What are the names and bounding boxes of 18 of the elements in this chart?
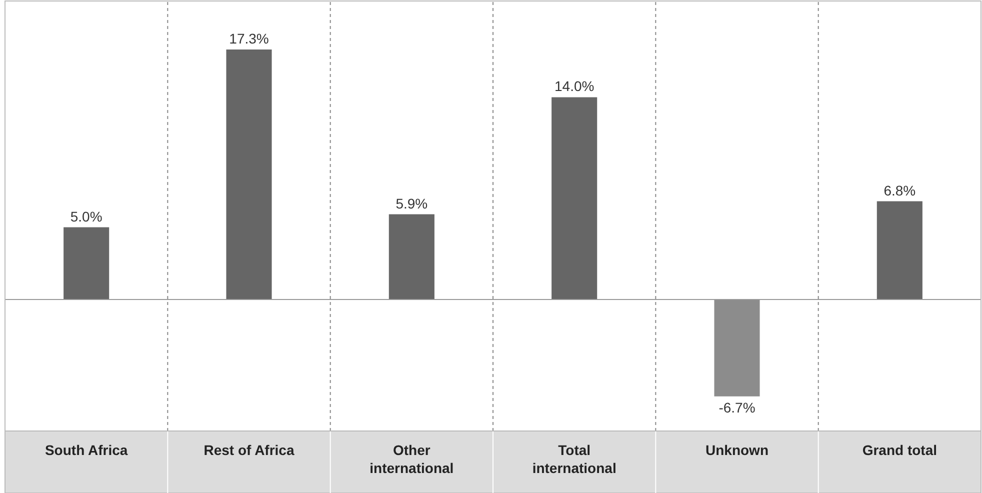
x-tick-label: South Africa bbox=[44, 442, 128, 458]
bar bbox=[226, 50, 272, 300]
bar bbox=[64, 227, 110, 300]
bar bbox=[552, 97, 598, 300]
bar bbox=[876, 201, 922, 300]
data-label: 17.3% bbox=[229, 30, 269, 47]
data-label: 14.0% bbox=[554, 78, 594, 94]
bar bbox=[388, 214, 434, 300]
x-tick-label: Unknown bbox=[706, 442, 768, 458]
x-tick-label: Rest of Africa bbox=[204, 442, 294, 458]
data-label: 5.9% bbox=[396, 195, 428, 212]
data-label: 5.0% bbox=[70, 208, 102, 224]
data-label: -6.7% bbox=[718, 399, 756, 416]
data-label: 6.8% bbox=[884, 182, 916, 198]
x-tick-label: Total international bbox=[532, 442, 616, 476]
x-tick-label: Grand total bbox=[862, 442, 938, 458]
x-tick-label: Other international bbox=[370, 442, 454, 476]
bar bbox=[714, 300, 760, 396]
